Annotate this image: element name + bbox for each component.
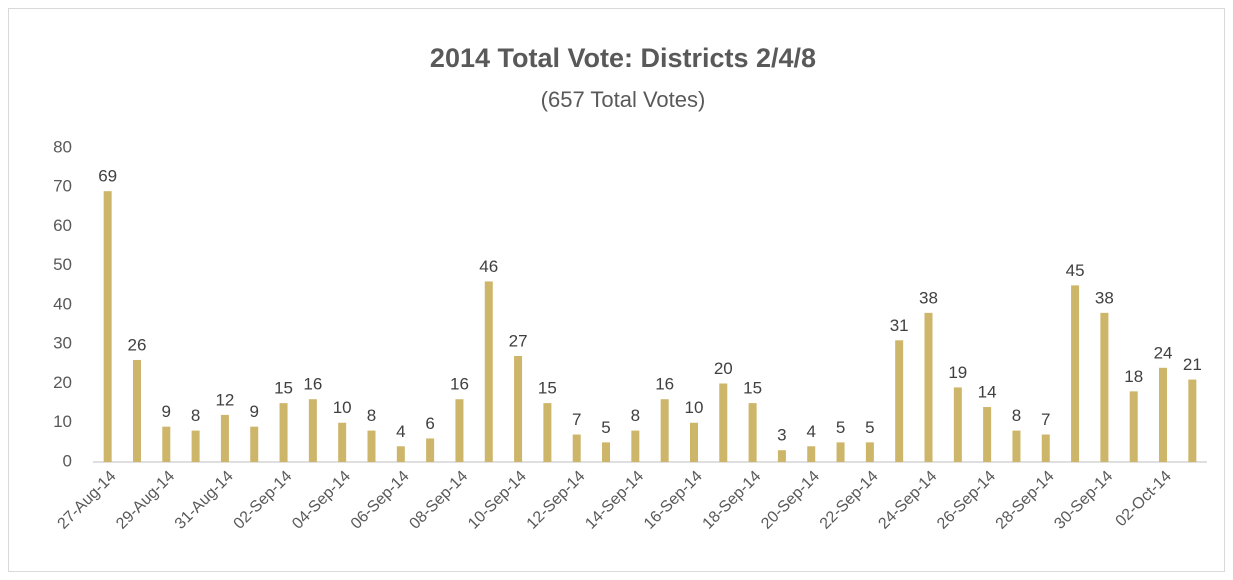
value-label: 27 [509,332,528,351]
value-label: 10 [333,398,352,417]
value-label: 24 [1154,343,1173,362]
value-label: 18 [1124,367,1143,386]
value-label: 8 [191,406,200,425]
bar [807,446,816,462]
bar [367,430,376,462]
y-tick-label: 60 [53,216,72,235]
y-tick-label: 0 [63,451,72,470]
y-tick-label: 30 [53,334,72,353]
value-label: 5 [865,418,874,437]
value-label: 12 [215,390,234,409]
bar [162,426,171,462]
bar [689,422,698,462]
value-label: 10 [685,398,704,417]
value-label: 7 [1041,410,1050,429]
value-label: 9 [250,402,259,421]
value-label: 45 [1066,261,1085,280]
value-label: 5 [836,418,845,437]
y-tick-label: 10 [53,412,72,431]
value-label: 19 [948,363,967,382]
value-label: 14 [978,383,997,402]
value-label: 38 [1095,288,1114,307]
value-label: 4 [807,422,816,441]
value-label: 16 [655,375,674,394]
bar [338,422,347,462]
y-tick-label: 70 [53,177,72,196]
bar [132,359,141,462]
bar [953,387,962,462]
bar [103,191,112,463]
value-label: 5 [601,418,610,437]
value-label: 21 [1183,355,1202,374]
bar [1041,434,1050,462]
bar [514,356,523,462]
bar [396,446,405,462]
bar [983,407,992,462]
value-label: 69 [98,167,117,186]
value-label: 6 [425,414,434,433]
bar [602,442,611,462]
bar [279,403,288,462]
value-label: 9 [162,402,171,421]
bar [484,281,493,462]
chart-subtitle: (657 Total Votes) [541,87,706,112]
bar [1012,430,1021,462]
bar [660,399,669,462]
bar [220,414,229,462]
bar [250,426,259,462]
bar [1159,367,1168,462]
bar [836,442,845,462]
value-label: 16 [303,375,322,394]
bar [455,399,464,462]
value-label: 20 [714,359,733,378]
bar [1188,379,1197,462]
value-label: 4 [396,422,405,441]
y-tick-label: 80 [53,137,72,156]
bar [543,403,552,462]
bar [865,442,874,462]
value-label: 31 [890,316,909,335]
value-label: 46 [479,257,498,276]
value-label: 15 [274,379,293,398]
bar [1071,285,1080,462]
chart-title: 2014 Total Vote: Districts 2/4/8 [430,43,816,73]
value-label: 15 [743,379,762,398]
value-label: 15 [538,379,557,398]
bar [1100,312,1109,462]
value-label: 8 [1012,406,1021,425]
bar [719,383,728,462]
bar [777,450,786,462]
bar [572,434,581,462]
y-tick-label: 20 [53,373,72,392]
chart-frame [8,8,1225,572]
value-label: 26 [128,335,147,354]
bar [924,312,933,462]
value-label: 16 [450,375,469,394]
bar [748,403,757,462]
bar [895,340,904,462]
bar [631,430,640,462]
value-label: 8 [367,406,376,425]
value-label: 7 [572,410,581,429]
bar [426,438,435,462]
value-label: 38 [919,288,938,307]
bar [191,430,200,462]
bar [308,399,317,462]
value-label: 3 [777,426,786,445]
y-tick-label: 40 [53,294,72,313]
bar [1129,391,1138,462]
y-tick-label: 50 [53,255,72,274]
value-label: 8 [631,406,640,425]
